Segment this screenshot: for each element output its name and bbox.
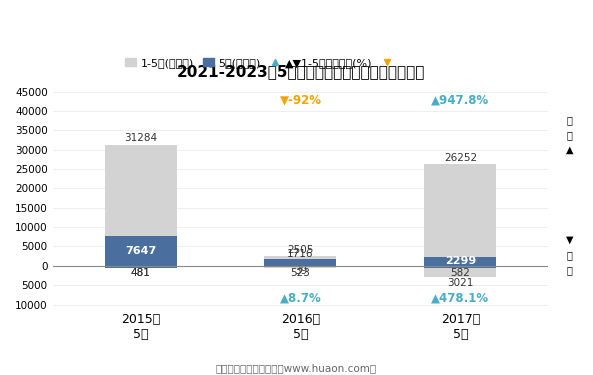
Text: 481: 481 [130, 268, 151, 278]
Text: 7647: 7647 [125, 246, 156, 256]
Text: 39: 39 [294, 266, 307, 276]
Bar [425, 266, 496, 268]
Bar [104, 266, 177, 268]
Text: 2505: 2505 [287, 244, 314, 255]
Text: 523: 523 [291, 268, 310, 278]
Text: 3021: 3021 [447, 278, 474, 288]
Text: 31284: 31284 [124, 133, 157, 143]
Text: 口: 口 [566, 265, 572, 275]
Text: ▲478.1%: ▲478.1% [431, 291, 489, 304]
Text: 26252: 26252 [444, 153, 477, 163]
Text: 制图：华经产业研究院（www.huaon.com）: 制图：华经产业研究院（www.huaon.com） [216, 363, 377, 373]
Bar [104, 266, 177, 268]
Text: 进: 进 [566, 250, 572, 260]
Text: 582: 582 [451, 268, 470, 278]
Bar [425, 257, 496, 266]
Legend: 1-5月(万美元), 5月(万美元), ▲▼1-5月同比增速(%), : 1-5月(万美元), 5月(万美元), ▲▼1-5月同比增速(%), [120, 54, 401, 72]
Text: 口: 口 [566, 130, 572, 140]
Bar [425, 164, 496, 266]
Bar [104, 236, 177, 266]
Text: ▼: ▼ [566, 235, 573, 245]
Text: ▲: ▲ [566, 145, 573, 155]
Bar [264, 266, 336, 268]
Text: ▲947.8%: ▲947.8% [431, 93, 489, 106]
Bar [264, 259, 336, 266]
Text: 出: 出 [566, 115, 572, 125]
Text: 1716: 1716 [287, 249, 314, 259]
Bar [104, 145, 177, 266]
Text: 2299: 2299 [445, 256, 476, 266]
Text: ▲8.7%: ▲8.7% [280, 291, 321, 304]
Title: 2021-2023年5月青岛即墨综合保税区进、出口额: 2021-2023年5月青岛即墨综合保税区进、出口额 [176, 64, 425, 80]
Text: 481: 481 [130, 268, 151, 278]
Bar [264, 256, 336, 266]
Text: ▼-92%: ▼-92% [279, 93, 321, 106]
Bar [425, 266, 496, 278]
